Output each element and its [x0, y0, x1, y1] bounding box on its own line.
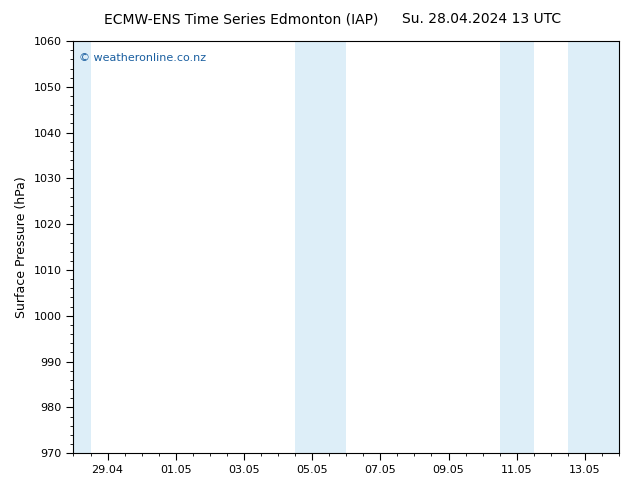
Text: ECMW-ENS Time Series Edmonton (IAP): ECMW-ENS Time Series Edmonton (IAP)	[104, 12, 378, 26]
Bar	[500, 41, 534, 453]
Bar	[74, 41, 91, 453]
Bar	[329, 41, 346, 453]
Text: © weatheronline.co.nz: © weatheronline.co.nz	[79, 53, 206, 63]
Text: Su. 28.04.2024 13 UTC: Su. 28.04.2024 13 UTC	[403, 12, 561, 26]
Bar	[568, 41, 619, 453]
Bar	[295, 41, 329, 453]
Y-axis label: Surface Pressure (hPa): Surface Pressure (hPa)	[15, 176, 28, 318]
